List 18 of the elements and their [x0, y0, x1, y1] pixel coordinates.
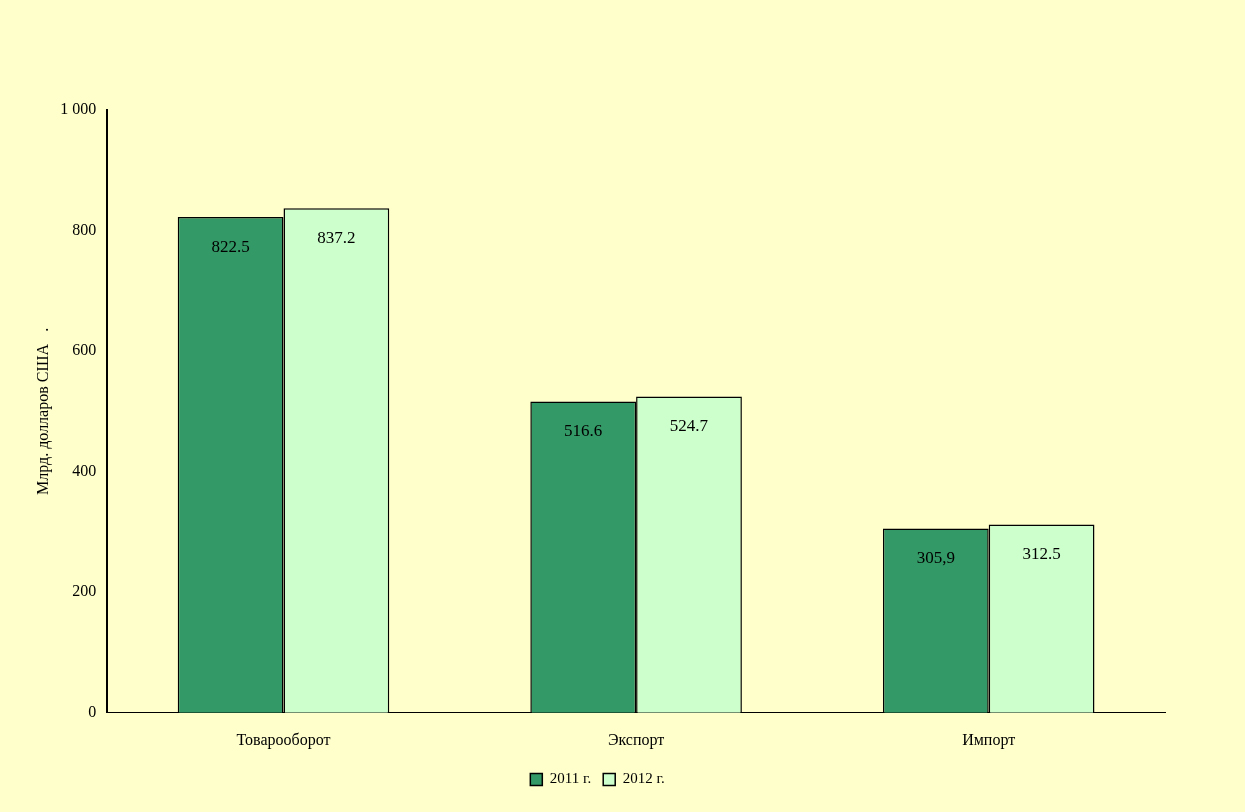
x-tick-label: Импорт — [962, 730, 1016, 749]
y-tick-label: 800 — [72, 220, 97, 238]
y-tick-label: 200 — [72, 582, 97, 600]
data-label: 524.7 — [669, 416, 709, 436]
y-tick-label: 0 — [88, 703, 97, 720]
data-label: 837.2 — [317, 228, 356, 248]
data-label: 312.5 — [1022, 544, 1061, 564]
y-tick-label: 400 — [72, 461, 97, 479]
x-tick-label: Товарооборот — [236, 730, 331, 749]
y-tick-label: 1 000 — [60, 100, 97, 118]
legend-label: 2011 г. — [549, 770, 592, 787]
data-label: 305,9 — [916, 548, 955, 568]
data-label: 822.5 — [211, 236, 250, 256]
y-tick-label: 600 — [72, 341, 97, 359]
legend-label: 2012 г. — [622, 770, 665, 787]
x-tick-label: Экспорт — [607, 730, 665, 749]
data-label: 516.6 — [564, 421, 603, 441]
y-axis-title: Млрд. долларов США . — [33, 327, 52, 495]
